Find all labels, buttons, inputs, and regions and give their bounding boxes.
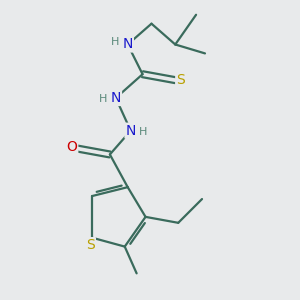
Text: H: H (111, 37, 119, 47)
Text: O: O (66, 140, 77, 154)
Text: H: H (99, 94, 107, 104)
Text: S: S (176, 73, 185, 87)
Text: S: S (86, 238, 95, 252)
Text: N: N (125, 124, 136, 138)
Text: H: H (139, 127, 147, 137)
Text: N: N (111, 91, 121, 105)
Text: N: N (122, 38, 133, 52)
